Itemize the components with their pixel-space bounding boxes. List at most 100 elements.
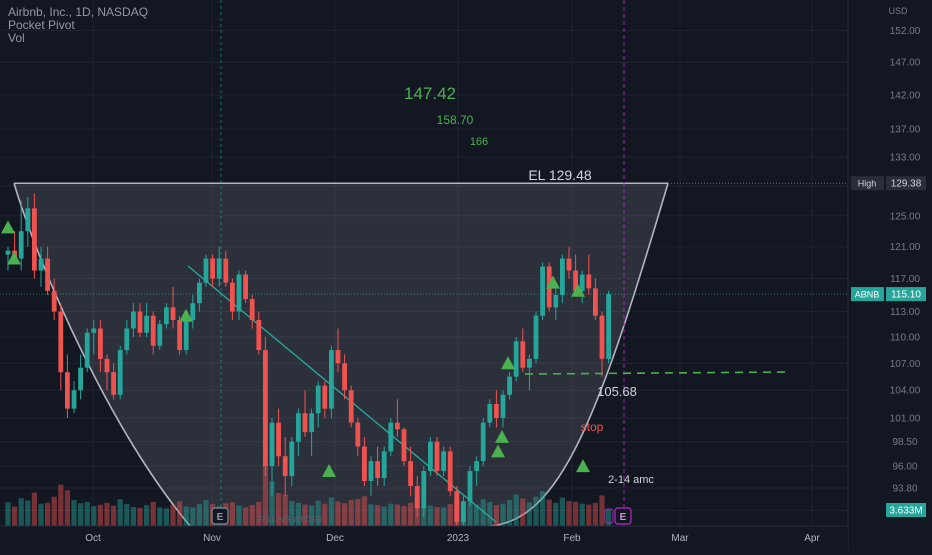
- pocket-pivot-triangle[interactable]: [322, 464, 336, 478]
- candle-body[interactable]: [355, 422, 361, 447]
- candle-body[interactable]: [606, 294, 611, 359]
- candle-body[interactable]: [322, 385, 328, 409]
- candle-body[interactable]: [51, 290, 57, 312]
- candle-body[interactable]: [553, 294, 559, 308]
- candle-body[interactable]: [302, 413, 308, 433]
- candle-body[interactable]: [540, 266, 545, 316]
- pocket-pivot-triangle[interactable]: [501, 356, 515, 370]
- pocket-pivot-triangle[interactable]: [576, 459, 590, 473]
- candle-body[interactable]: [329, 350, 334, 409]
- candle-body[interactable]: [177, 319, 182, 351]
- candle-body[interactable]: [144, 315, 149, 333]
- pocket-pivot-triangle[interactable]: [1, 220, 15, 234]
- candle-body[interactable]: [533, 315, 539, 359]
- candle-body[interactable]: [586, 274, 592, 289]
- candle-body[interactable]: [428, 441, 433, 472]
- candle-body[interactable]: [249, 299, 255, 320]
- candle-body[interactable]: [289, 441, 295, 477]
- candle-body[interactable]: [71, 390, 77, 409]
- candle-body[interactable]: [474, 461, 479, 472]
- candle-body[interactable]: [38, 258, 44, 271]
- candle-body[interactable]: [282, 456, 288, 477]
- candle-body[interactable]: [461, 501, 466, 522]
- candle-body[interactable]: [342, 363, 347, 391]
- candle-body[interactable]: [513, 341, 519, 377]
- candle-body[interactable]: [395, 422, 400, 430]
- pocket-pivot-triangle[interactable]: [571, 283, 585, 297]
- candle-body[interactable]: [507, 376, 512, 395]
- indicator-pocket-pivot-label[interactable]: Pocket Pivot: [8, 18, 75, 32]
- candle-body[interactable]: [236, 274, 242, 312]
- indicator-volume-label[interactable]: Vol: [8, 31, 25, 45]
- candle-body[interactable]: [5, 250, 11, 255]
- candle-body[interactable]: [599, 315, 605, 359]
- candle-body[interactable]: [25, 208, 31, 232]
- candle-body[interactable]: [494, 403, 499, 418]
- candle-body[interactable]: [566, 258, 572, 271]
- candle-body[interactable]: [256, 319, 262, 351]
- candle-body[interactable]: [230, 282, 235, 312]
- candle-body[interactable]: [335, 350, 341, 364]
- price-tag[interactable]: ABNB 115.10: [851, 287, 926, 302]
- candle-body[interactable]: [315, 385, 321, 414]
- candle-body[interactable]: [296, 413, 301, 442]
- candle-body[interactable]: [467, 471, 473, 502]
- candle-body[interactable]: [276, 422, 281, 457]
- candle-body[interactable]: [381, 451, 387, 479]
- candle-body[interactable]: [170, 307, 176, 320]
- price-tag[interactable]: 3.633M: [886, 503, 926, 517]
- candle-body[interactable]: [45, 258, 50, 291]
- candle-body[interactable]: [500, 394, 506, 418]
- candle-body[interactable]: [150, 315, 156, 346]
- candle-body[interactable]: [263, 350, 268, 467]
- candle-body[interactable]: [348, 390, 354, 423]
- candle-body[interactable]: [421, 471, 427, 509]
- candle-body[interactable]: [414, 486, 420, 509]
- cup-right-curve[interactable]: [489, 183, 669, 527]
- candle-body[interactable]: [573, 270, 578, 291]
- candle-body[interactable]: [309, 413, 314, 433]
- candle-body[interactable]: [78, 367, 83, 391]
- candle-body[interactable]: [203, 258, 209, 283]
- candle-body[interactable]: [164, 307, 169, 325]
- candle-body[interactable]: [157, 324, 163, 346]
- candle-body[interactable]: [58, 311, 64, 373]
- candle-body[interactable]: [454, 491, 460, 522]
- candle-body[interactable]: [480, 422, 486, 462]
- candle-body[interactable]: [117, 350, 123, 395]
- candle-body[interactable]: [560, 258, 565, 295]
- candle-body[interactable]: [183, 319, 189, 351]
- candle-body[interactable]: [131, 311, 136, 329]
- pocket-pivot-triangle[interactable]: [495, 429, 509, 443]
- candle-body[interactable]: [375, 461, 380, 479]
- candle-body[interactable]: [527, 358, 532, 368]
- candle-body[interactable]: [32, 208, 37, 271]
- support-dashed-line[interactable]: [524, 371, 786, 375]
- candle-body[interactable]: [362, 446, 367, 482]
- candle-body[interactable]: [216, 258, 222, 279]
- price-axis[interactable]: USD152.00147.00142.00137.00133.00129.001…: [847, 0, 932, 550]
- pocket-pivot-triangle[interactable]: [546, 275, 560, 289]
- candle-body[interactable]: [210, 258, 215, 279]
- candle-body[interactable]: [84, 332, 90, 368]
- candle-body[interactable]: [434, 441, 440, 472]
- candle-body[interactable]: [487, 403, 493, 423]
- earnings-marker[interactable]: E: [614, 507, 632, 525]
- candle-body[interactable]: [91, 328, 97, 333]
- time-axis[interactable]: Oct Nov Dec 2023 Feb Mar Apr: [0, 525, 848, 550]
- candle-body[interactable]: [401, 429, 407, 462]
- candle-body[interactable]: [223, 258, 229, 283]
- candle-body[interactable]: [197, 282, 202, 304]
- candle-body[interactable]: [243, 274, 248, 300]
- candle-body[interactable]: [104, 358, 110, 373]
- candle-body[interactable]: [190, 303, 196, 320]
- earnings-marker-box[interactable]: [211, 507, 229, 525]
- candle-body[interactable]: [124, 328, 130, 351]
- candle-body[interactable]: [408, 461, 413, 487]
- candle-body[interactable]: [593, 288, 598, 316]
- candle-body[interactable]: [447, 451, 453, 492]
- earnings-marker-box[interactable]: [614, 507, 632, 525]
- candle-body[interactable]: [520, 341, 526, 368]
